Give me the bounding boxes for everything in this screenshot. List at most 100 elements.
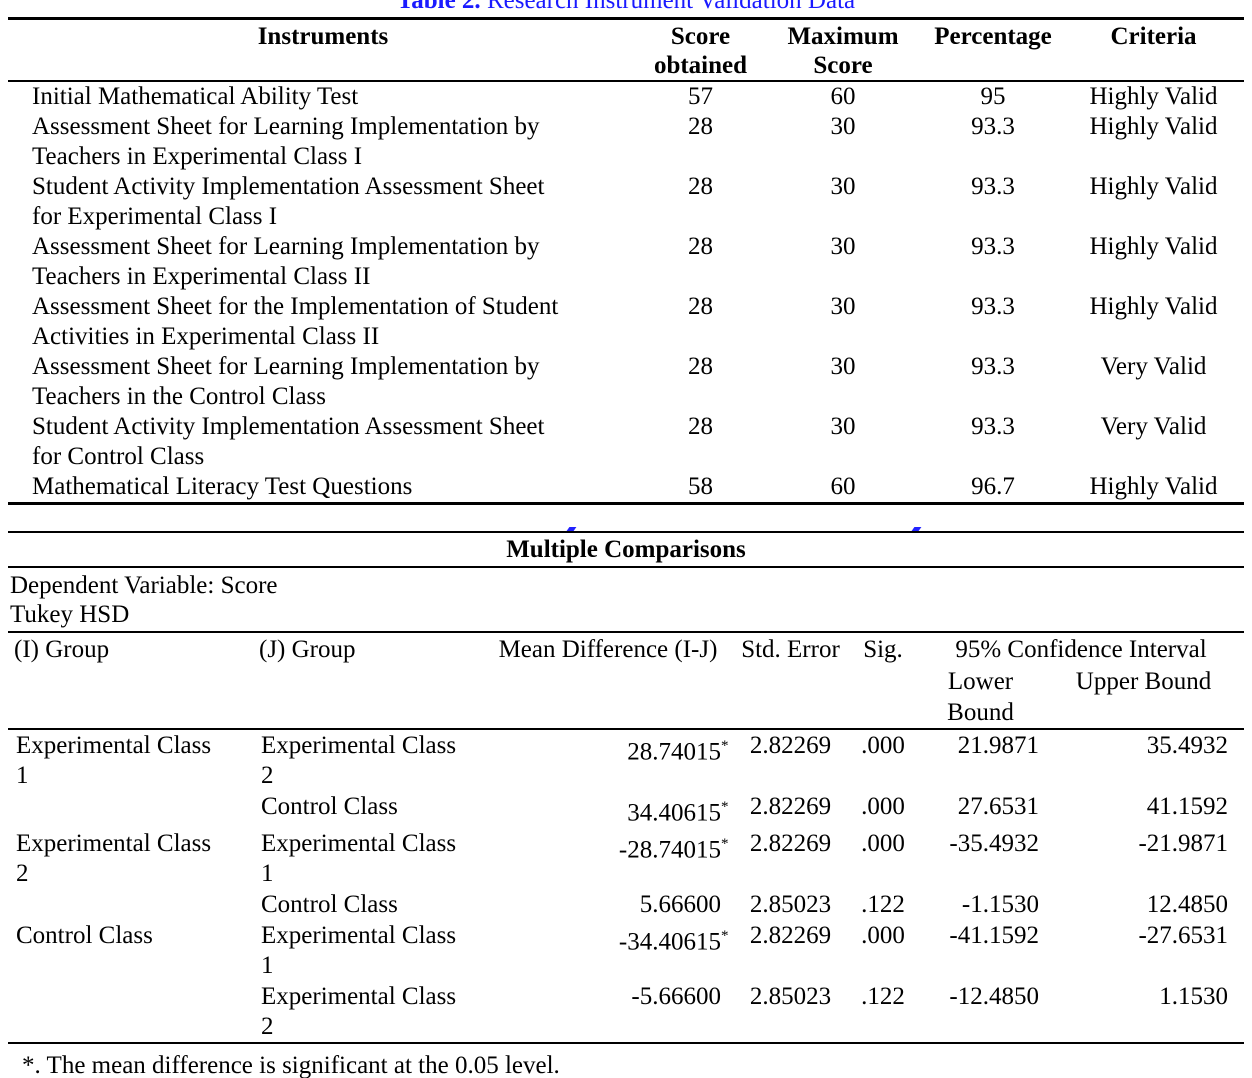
comparisons-table: (I) Group (J) Group Mean Difference (I-J… — [8, 633, 1245, 1045]
cell-std-error: 2.85023 — [749, 983, 832, 1011]
header-lower-bound: Lower Bound — [947, 668, 1014, 726]
cell-j-group: Experimental Class 1 — [261, 922, 457, 980]
comparisons-header-row: (I) Group (J) Group Mean Difference (I-J… — [8, 633, 1244, 665]
cell-upper-bound: 12.4850 — [1146, 891, 1229, 919]
table-row: Assessment Sheet for Learning Implementa… — [8, 112, 1244, 172]
cell-sig: .122 — [861, 983, 905, 1011]
table-row: Assessment Sheet for the Implementation … — [8, 292, 1244, 352]
table-row: Assessment Sheet for Learning Implementa… — [8, 232, 1244, 292]
table-row: Student Activity Implementation Assessme… — [8, 172, 1244, 232]
mean-difference-value: -34.40615 — [618, 928, 721, 956]
cell-max: 30 — [830, 173, 856, 200]
cell-instrument: Assessment Sheet for Learning Implementa… — [32, 113, 540, 170]
cell-criteria: Very Valid — [1100, 353, 1207, 380]
significance-asterisk: * — [721, 799, 729, 815]
table-row: Control Class 5.66600 2.85023 .122 -1.15… — [8, 889, 1244, 920]
header-instruments: Instruments — [257, 23, 389, 50]
header-maximum-score: Maximum Score — [787, 23, 899, 79]
table-row: Experimental Class 1 Experimental Class … — [8, 729, 1244, 791]
cell-instrument: Initial Mathematical Ability Test — [32, 83, 359, 110]
validation-header-row: Instruments Score obtained Maximum Score… — [8, 19, 1244, 81]
table-row: Experimental Class 2 Experimental Class … — [8, 828, 1244, 889]
cell-score: 57 — [688, 83, 713, 110]
cell-std-error: 2.85023 — [749, 891, 832, 919]
cell-criteria: Highly Valid — [1089, 293, 1218, 320]
cell-instrument: Student Activity Implementation Assessme… — [32, 173, 545, 230]
header-mean-difference: Mean Difference (I-J) — [498, 636, 718, 663]
cell-j-group: Experimental Class 1 — [261, 830, 457, 888]
cell-mean-difference: 34.40615* — [483, 791, 733, 828]
cell-score: 28 — [688, 113, 713, 140]
cell-percentage: 96.7 — [971, 473, 1015, 500]
cell-mean-difference: -34.40615* — [483, 920, 733, 981]
cell-lower-bound: -12.4850 — [949, 983, 1039, 1011]
cell-i-group: Experimental Class 2 — [16, 830, 212, 888]
significance-asterisk: * — [721, 836, 729, 853]
cell-std-error: 2.82269 — [749, 732, 832, 759]
cell-j-group: Control Class — [261, 793, 398, 820]
header-upper-bound: Upper Bound — [1075, 668, 1212, 695]
cell-sig: .000 — [861, 922, 905, 950]
header-std-error: Std. Error — [741, 636, 840, 663]
table-row: Mathematical Literacy Test Questions 58 … — [8, 472, 1244, 504]
header-i-group: (I) Group — [14, 636, 110, 663]
cell-score: 28 — [688, 413, 713, 440]
mean-difference-value: -5.66600 — [631, 983, 721, 1011]
cell-percentage: 93.3 — [971, 353, 1015, 380]
cell-instrument: Assessment Sheet for Learning Implementa… — [32, 353, 540, 410]
comparisons-header-row2: Lower Bound Upper Bound — [8, 665, 1244, 729]
cell-mean-difference: -28.74015* — [483, 828, 733, 889]
significance-asterisk: * — [721, 738, 729, 754]
cell-percentage: 93.3 — [971, 293, 1015, 320]
significance-footnote: *. The mean difference is significant at… — [22, 1052, 560, 1078]
cell-percentage: 95 — [980, 83, 1006, 110]
mean-difference-value: 34.40615 — [627, 799, 721, 827]
cell-max: 60 — [830, 83, 856, 110]
cell-instrument: Mathematical Literacy Test Questions — [32, 473, 413, 500]
comparisons-subheader: Dependent Variable: Score Tukey HSD — [8, 568, 1244, 633]
cell-i-group — [8, 791, 253, 828]
cell-criteria: Highly Valid — [1089, 233, 1218, 260]
cell-upper-bound: 1.1530 — [1159, 983, 1229, 1011]
comparisons-title: Multiple Comparisons — [8, 533, 1244, 568]
cell-percentage: 93.3 — [971, 113, 1015, 140]
cell-upper-bound: 41.1592 — [1146, 793, 1229, 820]
cell-score: 28 — [688, 233, 713, 260]
cell-score: 58 — [688, 473, 713, 500]
header-confidence-interval: 95% Confidence Interval — [955, 636, 1207, 663]
cell-max: 60 — [830, 473, 856, 500]
table-row: Assessment Sheet for Learning Implementa… — [8, 352, 1244, 412]
table-row: Experimental Class 2 -5.66600 2.85023 .1… — [8, 981, 1244, 1043]
cell-max: 30 — [830, 293, 856, 320]
cell-i-group — [8, 981, 253, 1043]
cell-instrument: Assessment Sheet for the Implementation … — [32, 293, 559, 350]
cell-sig: .122 — [861, 891, 905, 919]
table2-caption: Table 2. Research Instrument Validation … — [0, 0, 1252, 16]
cell-j-group: Experimental Class 2 — [261, 732, 457, 789]
cell-instrument: Assessment Sheet for Learning Implementa… — [32, 233, 540, 290]
significance-asterisk: * — [721, 928, 729, 945]
table-row: Control Class 34.40615* 2.82269 .000 27.… — [8, 791, 1244, 828]
cell-upper-bound: -27.6531 — [1138, 922, 1229, 950]
cell-max: 30 — [830, 113, 856, 140]
validation-table: Instruments Score obtained Maximum Score… — [8, 17, 1244, 505]
cell-sig: .000 — [861, 793, 905, 820]
cell-i-group: Control Class — [16, 922, 153, 950]
cell-std-error: 2.82269 — [749, 830, 832, 858]
header-sig: Sig. — [863, 636, 903, 663]
cell-lower-bound: 27.6531 — [957, 793, 1039, 820]
header-j-group: (J) Group — [259, 636, 356, 663]
cell-criteria: Highly Valid — [1089, 83, 1218, 110]
cell-max: 30 — [830, 233, 856, 260]
cell-criteria: Highly Valid — [1089, 473, 1218, 500]
table-row: Student Activity Implementation Assessme… — [8, 412, 1244, 472]
cell-criteria: Highly Valid — [1089, 173, 1218, 200]
header-criteria: Criteria — [1110, 23, 1197, 50]
cell-score: 28 — [688, 293, 713, 320]
cell-criteria: Highly Valid — [1089, 113, 1218, 140]
cell-mean-difference: -5.66600 — [483, 981, 733, 1043]
cell-lower-bound: -35.4932 — [949, 830, 1039, 858]
method-label: Tukey HSD — [10, 601, 130, 628]
header-percentage: Percentage — [934, 23, 1052, 50]
